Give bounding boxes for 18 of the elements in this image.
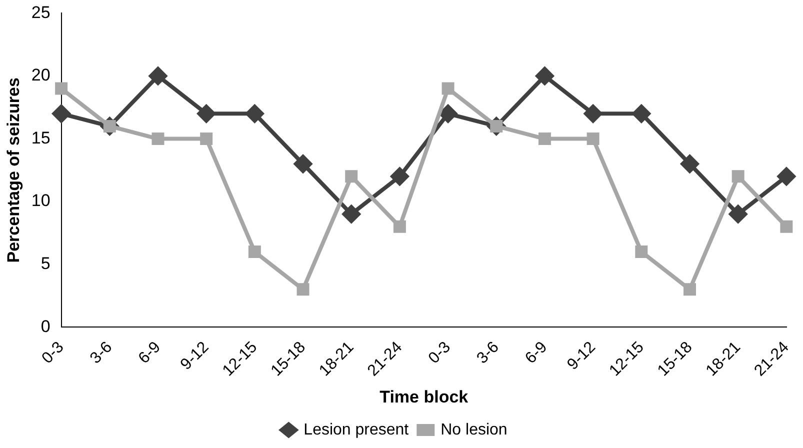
x-tick-label: 6-9: [136, 338, 164, 368]
legend-label: Lesion present: [304, 421, 410, 438]
x-tick-label: 0-3: [38, 338, 68, 368]
x-tick-label: 0-3: [426, 338, 454, 368]
y-tick-label: 5: [40, 254, 50, 273]
x-tick-label: 3-6: [87, 338, 116, 368]
x-tick-label: 3-6: [474, 338, 502, 368]
y-tick-label: 25: [31, 2, 50, 22]
y-tick-label: 15: [31, 128, 50, 148]
y-axis-title: Percentage of seizures: [4, 78, 23, 263]
x-tick-label: 9-12: [564, 338, 600, 374]
y-tick-label: 10: [31, 191, 50, 210]
x-axis-title: Time block: [380, 387, 469, 406]
x-tick-label: 9-12: [178, 338, 212, 374]
x-tick-label: 6-9: [522, 338, 551, 368]
legend-label: No lesion: [440, 421, 508, 438]
y-tick-label: 0: [40, 316, 50, 336]
y-tick-label: 20: [31, 66, 50, 85]
